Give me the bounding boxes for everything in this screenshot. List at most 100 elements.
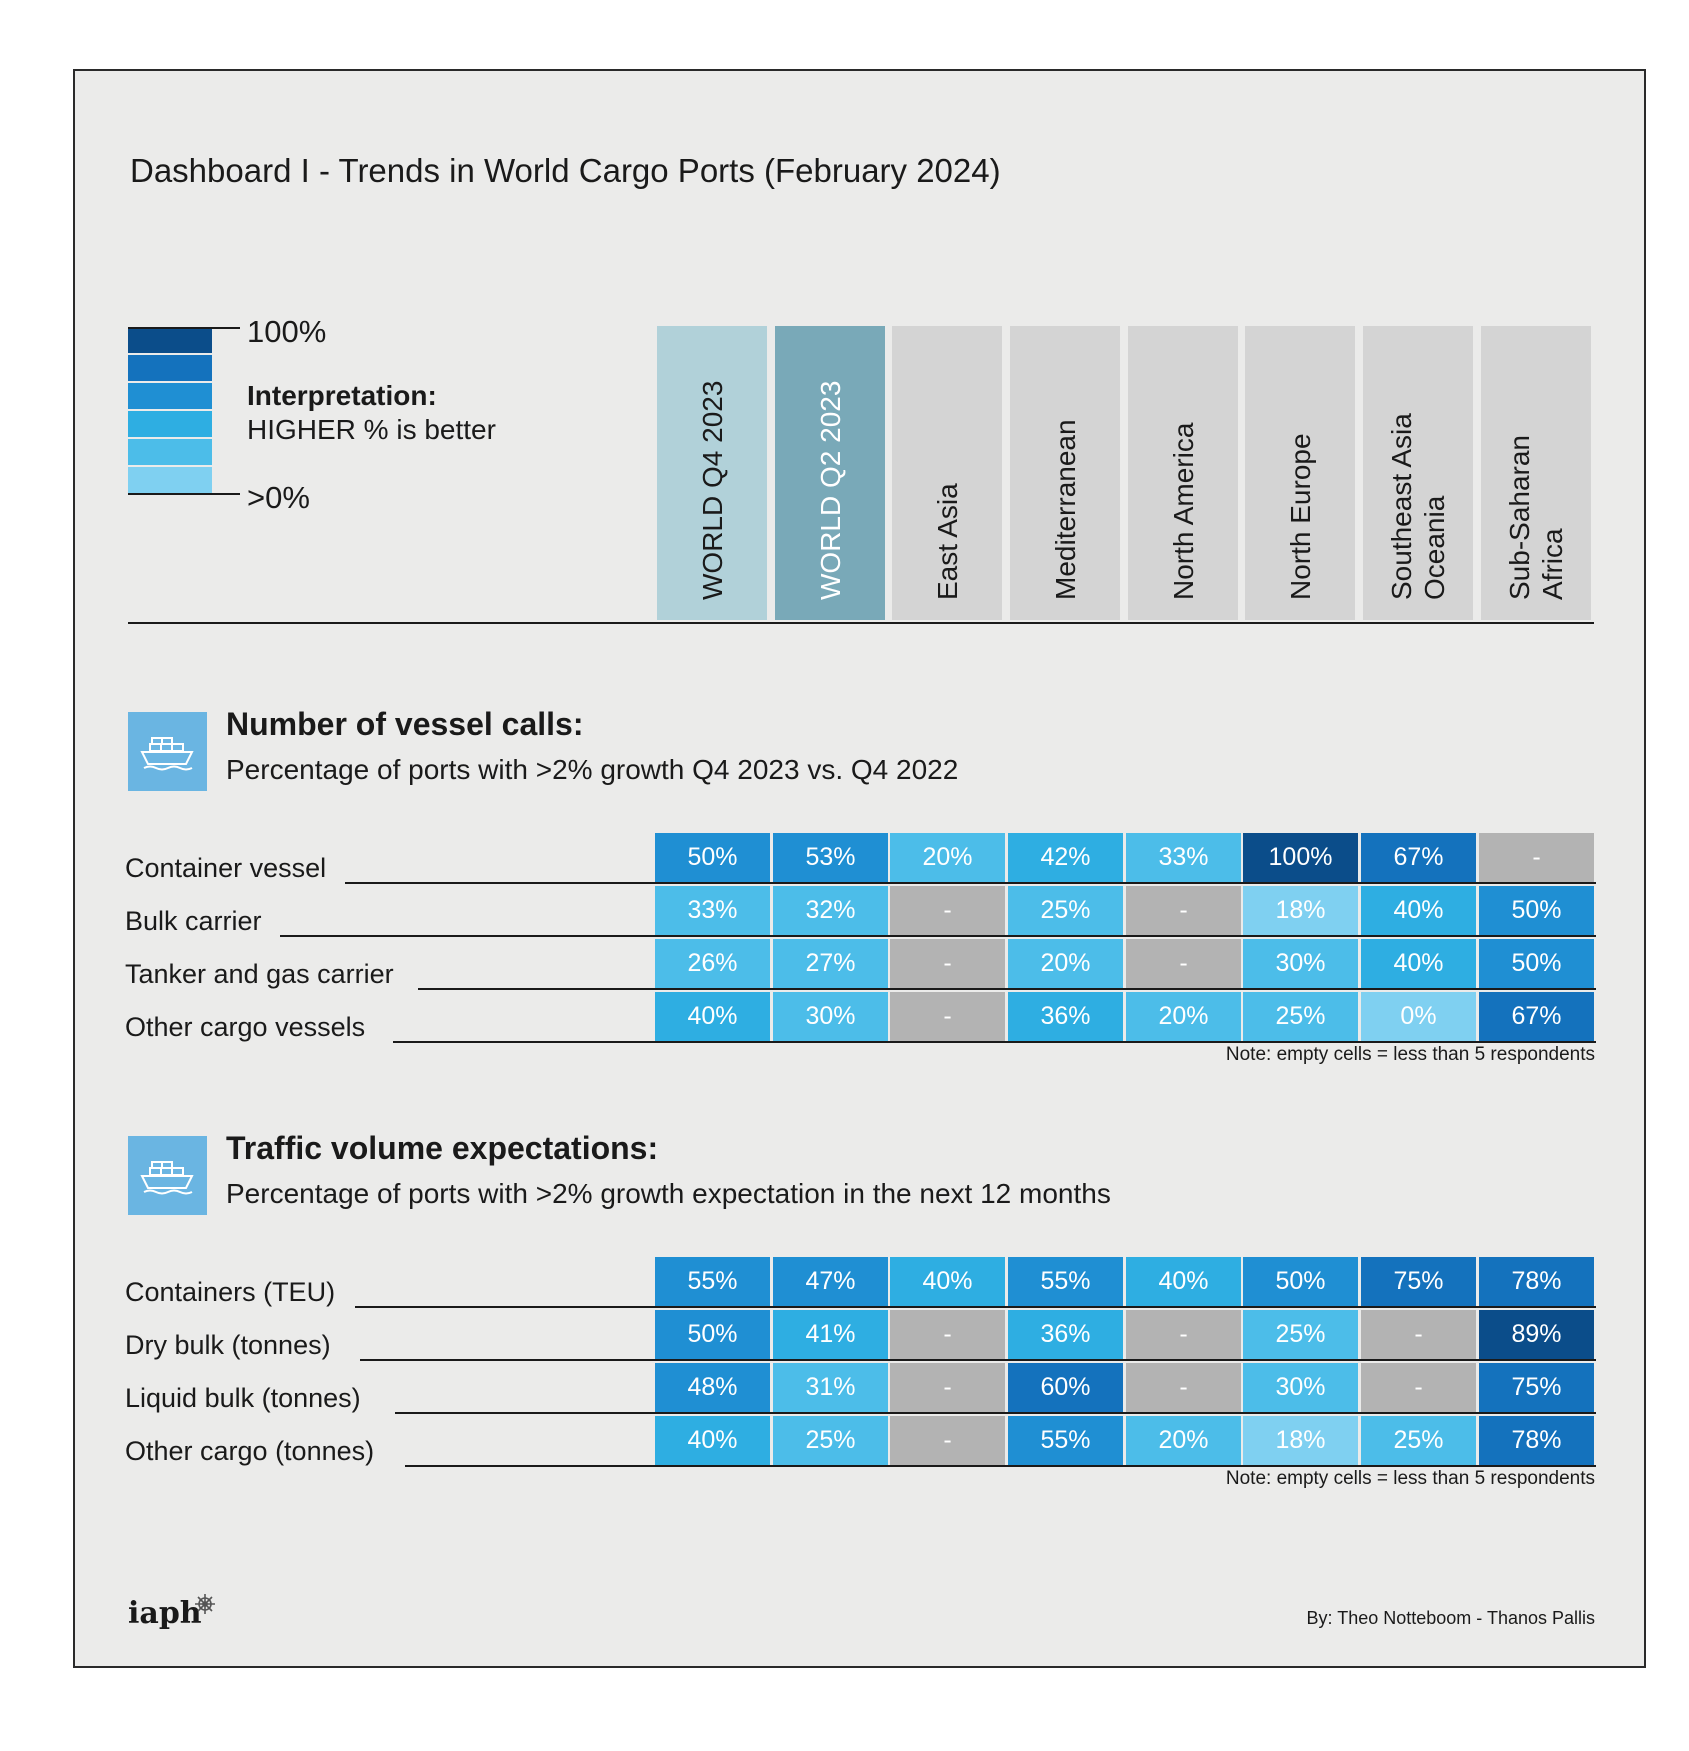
container-ship-icon (128, 1136, 207, 1215)
table-cell: 30% (1243, 939, 1358, 988)
legend-swatch (128, 411, 212, 437)
table-cell: 47% (773, 1257, 888, 1306)
page-title: Dashboard I - Trends in World Cargo Port… (130, 152, 1001, 189)
table-cell: 100% (1243, 833, 1358, 882)
table-cell: 50% (655, 833, 770, 882)
column-header: North America (1128, 326, 1238, 620)
traffic-expectations-note: Note: empty cells = less than 5 responde… (1225, 1468, 1595, 1489)
table-cell: 33% (1126, 833, 1241, 882)
vessel-calls-title: Number of vessel calls: (226, 706, 584, 742)
table-cell: 67% (1479, 992, 1594, 1041)
table-cell: 25% (1361, 1416, 1476, 1465)
row-label: Bulk carrier (125, 906, 262, 936)
table-cell: 75% (1361, 1257, 1476, 1306)
column-header-label: North Europe (1284, 433, 1316, 600)
table-cell: 40% (1361, 886, 1476, 935)
table-cell: 53% (773, 833, 888, 882)
table-cell: 33% (655, 886, 770, 935)
header-divider (128, 622, 1594, 624)
table-cell: 18% (1243, 1416, 1358, 1465)
column-header-label: Southeast Asia Oceania (1386, 413, 1450, 600)
legend-swatch (128, 327, 212, 353)
table-cell: 20% (1126, 1416, 1241, 1465)
table-cell: 50% (1243, 1257, 1358, 1306)
table-cell: - (1126, 1363, 1241, 1412)
row-label: Tanker and gas carrier (125, 959, 394, 989)
container-ship-icon (128, 712, 207, 791)
row-leader-line (393, 1041, 1596, 1043)
table-cell: - (890, 992, 1005, 1041)
table-cell: 50% (655, 1310, 770, 1359)
row-leader-line (355, 1306, 1596, 1308)
row-leader-line (345, 882, 1596, 884)
column-header: WORLD Q2 2023 (775, 326, 885, 620)
legend-tick-min (128, 493, 240, 495)
row-leader-line (360, 1359, 1596, 1361)
table-cell: 20% (1126, 992, 1241, 1041)
table-cell: - (890, 1363, 1005, 1412)
legend-tick-max (128, 327, 240, 329)
ship-wheel-icon (195, 1594, 215, 1614)
table-cell: 25% (1008, 886, 1123, 935)
legend-max-label: 100% (247, 314, 327, 349)
table-cell: 40% (1126, 1257, 1241, 1306)
column-header: Southeast Asia Oceania (1363, 326, 1473, 620)
column-header: Sub-Saharan Africa (1481, 326, 1591, 620)
table-cell: - (890, 1310, 1005, 1359)
table-cell: 78% (1479, 1257, 1594, 1306)
column-header-label: WORLD Q2 2023 (814, 380, 846, 600)
table-cell: - (890, 939, 1005, 988)
table-cell: 60% (1008, 1363, 1123, 1412)
table-cell: 50% (1479, 886, 1594, 935)
table-cell: 20% (1008, 939, 1123, 988)
table-cell: 75% (1479, 1363, 1594, 1412)
vessel-calls-subtitle: Percentage of ports with >2% growth Q4 2… (226, 754, 959, 785)
row-label: Liquid bulk (tonnes) (125, 1383, 361, 1413)
table-cell: 89% (1479, 1310, 1594, 1359)
table-cell: 42% (1008, 833, 1123, 882)
column-header-label: Mediterranean (1049, 419, 1081, 600)
table-cell: 36% (1008, 992, 1123, 1041)
table-cell: 32% (773, 886, 888, 935)
legend-swatch (128, 383, 212, 409)
column-header-label: East Asia (931, 483, 963, 600)
table-cell: 40% (890, 1257, 1005, 1306)
legend-swatch (128, 355, 212, 381)
table-cell: 40% (655, 992, 770, 1041)
table-cell: - (1126, 886, 1241, 935)
table-cell: 25% (773, 1416, 888, 1465)
table-cell: - (890, 1416, 1005, 1465)
container-ship-icon-graphic (140, 737, 194, 771)
table-cell: 30% (773, 992, 888, 1041)
table-cell: - (1361, 1363, 1476, 1412)
row-leader-line (280, 935, 1596, 937)
table-cell: 30% (1243, 1363, 1358, 1412)
table-cell: - (1126, 1310, 1241, 1359)
table-cell: 18% (1243, 886, 1358, 935)
column-header: WORLD Q4 2023 (657, 326, 767, 620)
column-header-label: North America (1167, 422, 1199, 600)
row-label: Other cargo vessels (125, 1012, 366, 1042)
legend-swatch (128, 439, 212, 465)
legend-min-label: >0% (247, 480, 310, 515)
row-leader-line (418, 988, 1596, 990)
column-header-label: WORLD Q4 2023 (696, 380, 728, 600)
table-cell: 55% (1008, 1257, 1123, 1306)
table-cell: 40% (655, 1416, 770, 1465)
traffic-expectations-title: Traffic volume expectations: (226, 1130, 659, 1166)
table-cell: 41% (773, 1310, 888, 1359)
column-header-label: Sub-Saharan Africa (1504, 434, 1568, 600)
table-cell: - (1126, 939, 1241, 988)
table-cell: 26% (655, 939, 770, 988)
table-cell: - (890, 886, 1005, 935)
column-header: Mediterranean (1010, 326, 1120, 620)
table-cell: 25% (1243, 1310, 1358, 1359)
table-cell: 31% (773, 1363, 888, 1412)
column-header: North Europe (1245, 326, 1355, 620)
table-cell: 55% (655, 1257, 770, 1306)
legend-swatch (128, 467, 212, 493)
row-label: Dry bulk (tonnes) (125, 1330, 331, 1360)
table-cell: 67% (1361, 833, 1476, 882)
table-cell: 48% (655, 1363, 770, 1412)
table-cell: - (1479, 833, 1594, 882)
